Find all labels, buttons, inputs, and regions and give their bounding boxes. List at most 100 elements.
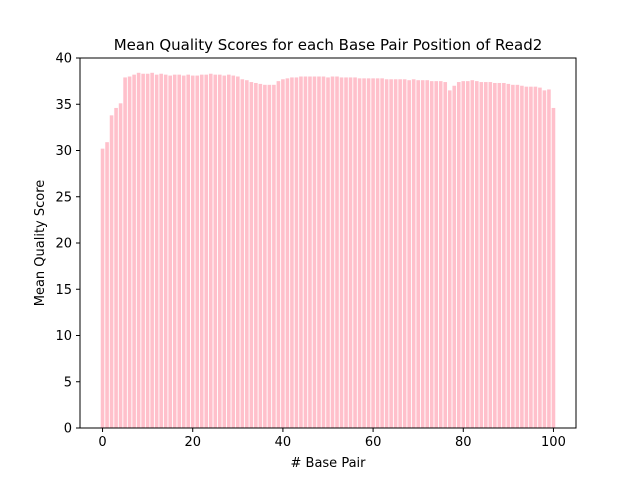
x-tick-label: 80: [455, 435, 472, 450]
bar-position-43: [294, 77, 299, 429]
bar-position-78: [452, 85, 457, 428]
bar-position-37: [267, 84, 272, 428]
bar-position-99: [547, 89, 551, 428]
bar-position-76: [443, 82, 448, 429]
bar-position-9: [141, 73, 145, 428]
bar-position-25: [213, 74, 218, 429]
bar-position-94: [524, 86, 529, 429]
bar-position-12: [154, 74, 159, 429]
bar-position-54: [344, 77, 348, 429]
bar-position-31: [240, 79, 245, 429]
bar-position-73: [429, 81, 434, 429]
bar-position-86: [488, 82, 493, 429]
y-axis-ticks: 0 5 10 15 20 25 30 35 40: [55, 52, 80, 437]
bar-position-32: [245, 80, 249, 428]
bar-position-83: [475, 81, 479, 429]
y-axis-label: Mean Quality Score: [33, 180, 48, 307]
bar-position-15: [168, 75, 172, 428]
bar-position-34: [254, 82, 258, 428]
bar-position-23: [204, 74, 209, 429]
x-tick-label: 20: [184, 435, 201, 450]
y-tick-label: 25: [55, 190, 72, 205]
bar-position-7: [132, 74, 136, 429]
bar-position-16: [172, 74, 177, 429]
bar-position-33: [249, 82, 254, 429]
y-tick-label: 30: [55, 144, 72, 159]
bar-position-1: [105, 142, 109, 428]
bar-position-81: [465, 81, 470, 429]
y-tick-label: 15: [55, 283, 72, 298]
bar-position-49: [321, 76, 326, 428]
bar-position-8: [136, 72, 141, 429]
bar-position-68: [407, 80, 411, 428]
bar-position-60: [371, 78, 375, 428]
bar-position-41: [285, 78, 290, 428]
bar-position-46: [308, 76, 312, 428]
bar-position-40: [281, 79, 285, 429]
y-tick-label: 40: [55, 52, 72, 67]
bar-position-95: [529, 86, 533, 429]
bar-position-30: [236, 76, 240, 428]
bar-position-10: [145, 73, 150, 428]
bar-position-90: [506, 83, 511, 429]
bar-position-19: [186, 74, 191, 429]
bar-position-42: [290, 77, 294, 429]
bar-position-5: [123, 77, 127, 429]
x-axis-ticks: 0 20 40 60 80 100: [98, 428, 566, 450]
bar-position-48: [317, 76, 321, 428]
bar-position-82: [470, 80, 475, 428]
bar-position-35: [258, 83, 263, 429]
bar-position-28: [227, 74, 231, 429]
bar-position-74: [434, 81, 439, 429]
bar-position-69: [411, 79, 416, 429]
bar-position-55: [348, 77, 353, 429]
bar-position-0: [100, 148, 105, 428]
bar-position-93: [520, 85, 524, 428]
y-tick-label: 0: [64, 422, 72, 437]
bar-position-36: [263, 84, 267, 428]
bar-position-62: [380, 78, 384, 428]
bar-position-57: [357, 78, 362, 428]
bar-position-98: [542, 90, 547, 429]
bar-position-45: [303, 76, 308, 428]
x-axis-label: # Base Pair: [291, 456, 367, 471]
bar-position-91: [511, 84, 515, 428]
bar-position-50: [326, 77, 330, 429]
x-tick-label: 60: [365, 435, 382, 450]
bar-position-79: [456, 82, 461, 429]
bar-position-80: [461, 81, 466, 429]
bar-position-56: [353, 77, 357, 429]
bar-position-88: [497, 82, 502, 428]
bar-position-85: [484, 82, 488, 429]
y-tick-label: 10: [55, 329, 72, 344]
bar-position-64: [389, 79, 393, 429]
bar-position-53: [339, 77, 344, 429]
bar-position-29: [231, 75, 236, 428]
bar-position-96: [533, 86, 538, 429]
bar-position-92: [515, 84, 520, 428]
bar-position-97: [538, 87, 542, 428]
bar-position-65: [393, 79, 398, 429]
bar-position-39: [276, 81, 281, 429]
bar-position-38: [272, 84, 276, 428]
bar-position-18: [181, 75, 186, 428]
y-tick-label: 20: [55, 237, 72, 252]
bar-position-22: [199, 74, 204, 429]
bar-position-66: [398, 79, 402, 429]
bar-position-58: [362, 78, 366, 428]
bar-position-59: [366, 78, 371, 428]
bar-position-87: [493, 82, 497, 428]
bar-position-72: [425, 80, 430, 428]
bar-position-11: [150, 72, 154, 429]
bar-position-21: [195, 75, 200, 428]
bar-position-4: [118, 103, 123, 428]
x-tick-label: 100: [541, 435, 566, 450]
bar-position-2: [109, 115, 114, 428]
bar-position-24: [208, 73, 213, 428]
bar-position-100: [551, 107, 556, 428]
bar-position-17: [177, 74, 182, 429]
bar-position-77: [447, 90, 452, 429]
bar-position-75: [438, 81, 443, 429]
